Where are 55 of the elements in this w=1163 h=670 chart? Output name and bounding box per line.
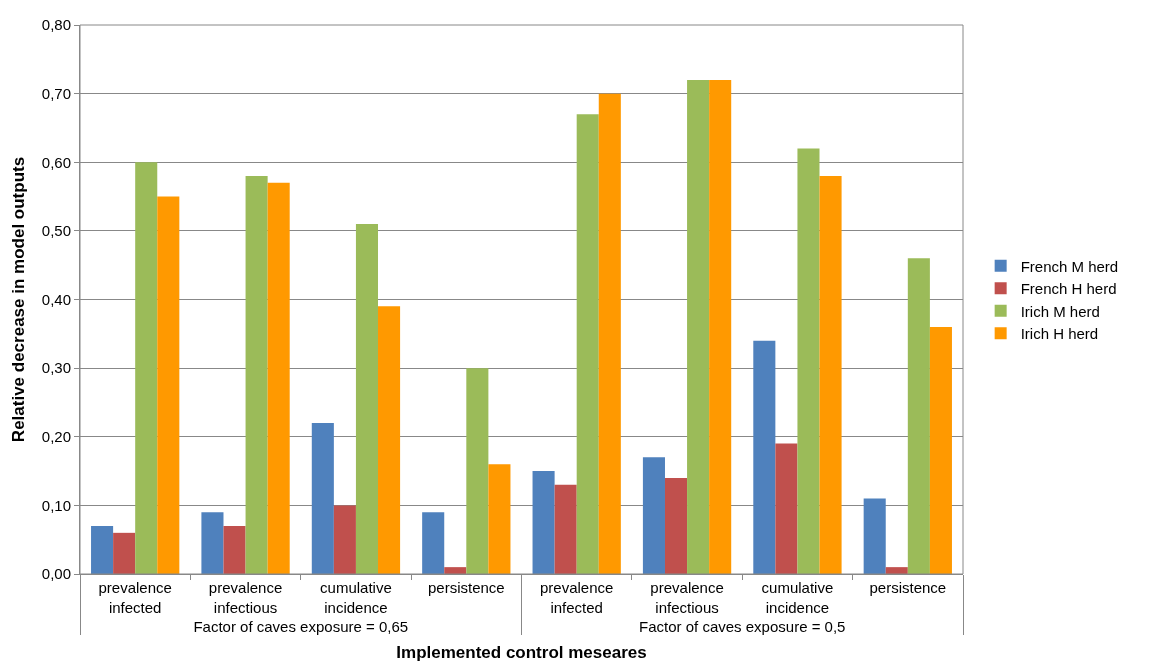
bar: [863, 498, 886, 574]
bar: [113, 532, 136, 574]
y-tick-label: 0,20: [41, 428, 71, 445]
y-tick-label: 0,70: [41, 84, 71, 102]
bar: [709, 79, 732, 574]
bar: [466, 368, 489, 574]
y-tick-label: 0,80: [41, 16, 71, 34]
x-tick-label: prevalence infectious: [208, 579, 283, 616]
y-axis-title: Relative decrease in model outputs: [9, 156, 29, 443]
bar: [201, 512, 224, 574]
x-tick-label: cumulative incidence: [320, 579, 392, 616]
x-tick-label: cumulative incidence: [761, 579, 834, 616]
y-tick-label: 0,00: [41, 565, 71, 583]
legend-label: French M herd: [1020, 257, 1119, 275]
y-tick-label: 0,60: [41, 153, 71, 171]
bar: [664, 477, 688, 574]
bar: [157, 196, 180, 574]
y-tick-label: 0,30: [41, 359, 71, 377]
x-tick-label: persistence: [427, 579, 505, 596]
bar: [91, 525, 114, 574]
bar: [311, 423, 334, 574]
legend-label: Irich H herd: [1020, 325, 1099, 343]
bar: [267, 182, 290, 574]
x-tick-label: prevalence infectious: [650, 579, 724, 616]
bar: [576, 114, 599, 574]
bar: [333, 505, 356, 574]
x-tick-label: prevalence infected: [539, 579, 614, 616]
y-tick-label: 0,50: [41, 222, 71, 240]
legend-label: Irich M herd: [1020, 302, 1100, 320]
bar: [532, 471, 555, 574]
bar: [753, 340, 776, 574]
bar: [819, 175, 842, 574]
bar: [775, 443, 798, 574]
bar: [797, 148, 820, 574]
x-axis-title: Implemented control meseares: [396, 642, 647, 662]
y-tick-label: 0,10: [41, 496, 71, 514]
bar: [488, 464, 511, 574]
bar: [245, 175, 268, 574]
bar: [929, 326, 952, 574]
bar: [378, 306, 401, 574]
bar: [135, 162, 158, 574]
bar: [642, 457, 665, 574]
text: Factor of caves exposure = 0,5: [639, 617, 846, 635]
bar: [355, 224, 379, 574]
legend-label: French H herd: [1020, 280, 1117, 298]
x-tick-label: prevalence infected: [98, 579, 172, 616]
bar: [422, 512, 445, 574]
bar: [223, 525, 246, 574]
bar: [907, 258, 930, 574]
x-tick-label: persistence: [869, 579, 947, 596]
bar: [687, 79, 710, 574]
text: Factor of caves exposure = 0,65: [193, 617, 409, 635]
bar: [598, 93, 621, 574]
y-tick-label: 0,40: [41, 290, 71, 308]
bar: [554, 484, 577, 574]
